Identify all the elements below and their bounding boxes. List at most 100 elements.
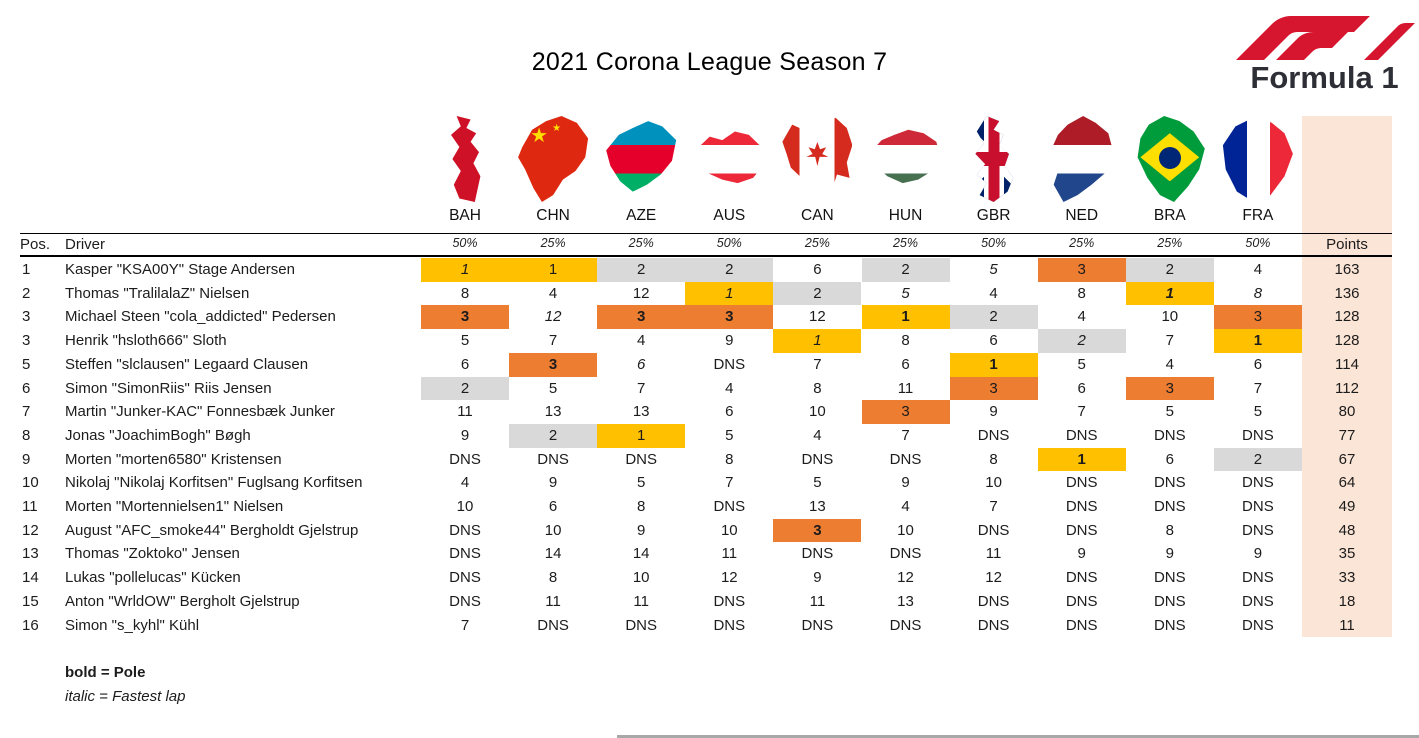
result-cell: 4 [1165,355,1174,373]
race-weight: 50% [452,236,478,250]
result-cell: 9 [1077,545,1086,563]
result-cell: 5 [901,284,910,302]
result-cell: DNS [1065,498,1098,515]
result-cell: DNS [1153,592,1186,610]
result-cell: 1 [1213,329,1302,353]
points-column-bg [1302,116,1392,637]
result-cell: DNS [977,426,1010,444]
result-cell: DNS [1153,569,1186,587]
driver-name: Kasper "KSA00Y" Stage Andersen [65,261,295,278]
race-weight: 50% [716,236,742,250]
result-cell: 11 [633,592,649,610]
result-cell: 5 [637,474,646,492]
result-cell: 5 [548,379,558,397]
race-code: HUN [888,207,923,224]
result-cell: 2 [1213,447,1302,472]
points-cell: 77 [1338,426,1356,444]
result-cell: 2 [1037,329,1126,353]
result-cell: 2 [861,258,950,282]
points-cell: 128 [1334,332,1360,350]
race-code: CAN [801,207,834,224]
race-code: AUS [713,207,746,224]
points-cell: 49 [1338,498,1356,515]
flag-icon-france [1222,116,1293,202]
result-cell: 8 [1165,521,1174,539]
result-cell: 14 [632,545,650,563]
position-cell: 1 [22,261,31,278]
position-cell: 6 [22,379,31,397]
table-row: 13 Thomas "Zoktoko" Jensen DNS 14 14 11 DNS DNS… [0,542,1419,566]
result-cell: 7 [901,426,910,444]
result-cell: 3 [861,400,950,424]
result-cell: 9 [989,403,998,421]
header-top-rule [20,233,1392,234]
result-cell: 4 [548,284,558,302]
table-row: 12 August "AFC_smoke44" Bergholdt Gjelstr… [0,518,1419,543]
result-cell: 13 [897,592,914,610]
result-cell: 7 [989,498,998,515]
position-cell: 16 [22,616,39,634]
result-cell: DNS [801,450,834,468]
result-cell: 3 [949,376,1038,401]
result-cell: 10 [720,521,738,539]
result-cell: DNS [625,616,658,634]
result-cell: 12 [632,284,650,302]
points-cell: 163 [1334,261,1360,278]
result-cell: 12 [544,308,562,326]
result-cell: 3 [1037,258,1126,282]
result-cell: 10 [1161,308,1179,326]
result-cell: 4 [813,426,822,444]
result-cell: 5 [989,261,998,278]
result-cell: 10 [985,474,1002,492]
result-cell: 10 [544,521,562,539]
table-row: 16 Simon "s_kyhl" Kühl 7 DNS DNS DNS DNS DNS DNS… [0,614,1419,638]
result-cell: 1 [685,281,774,306]
result-cell: 9 [901,474,910,492]
result-cell: 6 [1165,450,1174,468]
result-cell: 1 [1125,281,1214,306]
result-cell: DNS [713,498,746,515]
result-cell: DNS [537,616,569,634]
result-cell: 3 [597,305,686,330]
table-row: 8 Jonas "JoachimBogh" Bøgh 9 2 1 5 4 7 DNS DNS DNS… [0,423,1419,448]
result-cell: DNS [1065,426,1098,444]
result-cell: 4 [901,498,910,515]
result-cell: 1 [509,258,598,282]
result-cell: DNS [1242,474,1274,492]
result-cell: 3 [1213,305,1302,330]
driver-header: Driver [65,236,105,253]
result-cell: 4 [460,474,470,492]
result-cell: 8 [813,379,822,397]
race-code: CHN [536,207,570,224]
result-cell: 8 [1253,284,1263,302]
result-cell: DNS [1242,426,1274,444]
race-code: GBR [976,207,1011,224]
result-cell: DNS [713,355,746,373]
table-row: 6 Simon "SimonRiis" Riis Jensen 2 5 7 4 8 11 3 6 3… [0,376,1419,401]
result-cell: DNS [1242,498,1274,515]
points-cell: 18 [1338,592,1356,610]
result-cell: 14 [544,545,562,563]
points-cell: 48 [1338,521,1356,539]
result-cell: 4 [989,284,998,302]
bottom-edge-line [617,735,1419,738]
result-cell: DNS [537,450,569,468]
result-cell: 9 [1165,545,1174,563]
result-cell: 9 [460,426,470,444]
points-cell: 11 [1339,616,1355,634]
result-cell: 12 [985,569,1002,587]
result-cell: DNS [449,569,481,587]
result-cell: 11 [545,592,561,610]
flag-icon-brazil [1137,116,1205,202]
points-cell: 64 [1338,474,1356,492]
result-cell: DNS [801,545,834,563]
position-cell: 13 [22,545,39,563]
result-cell: DNS [1242,569,1274,587]
race-code: FRA [1242,207,1274,224]
race-weight: 25% [540,236,566,250]
result-cell: 4 [1077,308,1086,326]
result-cell: 8 [725,450,734,468]
result-cell: 2 [509,423,598,448]
result-cell: DNS [1065,592,1098,610]
f1-logo [1232,2,1417,102]
